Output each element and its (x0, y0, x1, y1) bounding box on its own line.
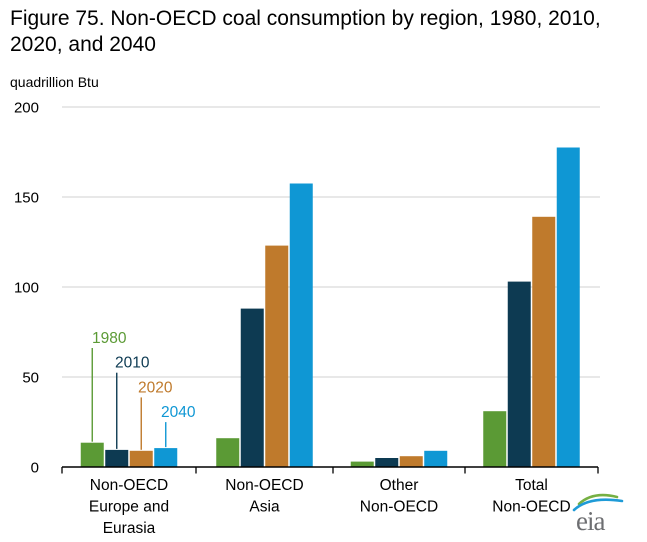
y-tick-label-150: 150 (14, 190, 39, 207)
bar-2020-group0 (129, 450, 153, 467)
y-tick-label-100: 100 (14, 280, 39, 297)
series-callout-label-2040: 2040 (161, 404, 196, 421)
series-callout-label-2010: 2010 (115, 355, 150, 372)
bar-2040-group1 (289, 183, 313, 467)
category-label-1: Non-OECD Asia (225, 477, 303, 516)
bar-1980-group2 (350, 461, 374, 467)
category-label-2: Other Non-OECD (360, 477, 438, 516)
bar-2020-group1 (265, 245, 289, 467)
y-tick-label-200: 200 (14, 100, 39, 117)
bar-2010-group3 (507, 281, 531, 467)
bar-2040-group3 (556, 147, 580, 467)
eia-logo-blue-arc-icon (572, 498, 624, 512)
figure-title: Figure 75. Non-OECD coal consumption by … (10, 7, 601, 56)
series-callout-label-2020: 2020 (138, 379, 173, 396)
bar-2010-group1 (240, 308, 264, 467)
eia-logo: eia (572, 493, 624, 536)
series-callout-label-1980: 1980 (92, 330, 127, 347)
category-label-0: Non-OECD Europe and Eurasia (89, 477, 169, 537)
y-tick-label-0: 0 (31, 460, 39, 477)
bar-2010-group2 (375, 458, 399, 467)
bar-1980-group0 (80, 442, 104, 467)
bar-2010-group0 (105, 449, 129, 467)
bar-2040-group2 (424, 450, 448, 467)
bar-2040-group0 (154, 448, 178, 467)
category-label-3: Total Non-OECD (492, 477, 570, 516)
bar-1980-group1 (216, 438, 240, 467)
eia-logo-text: eia (576, 506, 605, 536)
y-axis-unit-label: quadrillion Btu (10, 74, 99, 90)
bar-2020-group3 (532, 216, 556, 467)
eia-logo-green-arc-icon (577, 493, 619, 506)
bar-2020-group2 (399, 456, 423, 467)
y-tick-label-50: 50 (22, 370, 39, 387)
bar-1980-group3 (483, 411, 507, 467)
